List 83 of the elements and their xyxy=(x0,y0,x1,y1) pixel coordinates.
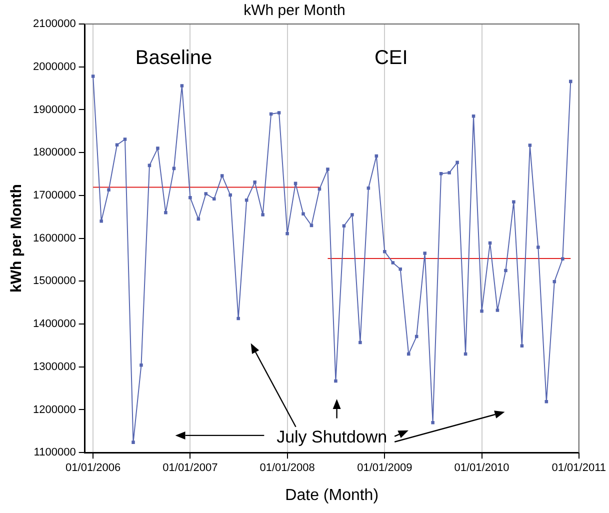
point xyxy=(561,257,564,261)
point xyxy=(391,261,395,264)
point xyxy=(228,193,232,197)
y-tick-label: 1400000 xyxy=(32,318,76,330)
point xyxy=(423,252,426,255)
point xyxy=(196,217,200,221)
point xyxy=(552,280,556,284)
y-tick-label: 1800000 xyxy=(32,146,76,159)
y-tick-label: 1900000 xyxy=(32,104,76,116)
point xyxy=(294,182,298,186)
point xyxy=(172,166,176,170)
point xyxy=(480,310,484,313)
point xyxy=(100,220,103,223)
chart-title: kWh per Month xyxy=(244,2,346,20)
point xyxy=(180,84,184,88)
point xyxy=(253,180,256,184)
y-tick-label: 2000000 xyxy=(32,60,76,73)
point xyxy=(342,224,346,228)
point xyxy=(350,213,354,216)
point xyxy=(261,213,264,216)
point xyxy=(520,344,524,348)
point xyxy=(456,160,459,164)
y-tick-label: 1300000 xyxy=(32,360,76,373)
annotation: Baseline xyxy=(135,46,212,69)
point xyxy=(398,268,402,271)
point xyxy=(107,188,110,192)
point xyxy=(464,352,468,356)
point xyxy=(431,420,434,424)
y-tick-label: 2100000 xyxy=(32,18,76,30)
point xyxy=(406,352,410,356)
point xyxy=(204,192,208,196)
point xyxy=(383,250,386,254)
point xyxy=(326,168,330,171)
point xyxy=(358,340,362,344)
point xyxy=(212,197,216,200)
point xyxy=(334,379,338,383)
x-tick-label: 01/01/2006 xyxy=(66,462,121,474)
y-tick-label: 1600000 xyxy=(32,232,76,244)
point xyxy=(156,146,160,150)
point xyxy=(472,114,476,118)
point xyxy=(414,334,418,338)
point xyxy=(302,212,305,216)
point xyxy=(544,400,548,404)
point xyxy=(374,154,378,158)
x-tick-label: 01/01/2009 xyxy=(357,462,412,474)
x-tick-label: 01/01/2011 xyxy=(552,462,606,474)
point xyxy=(140,364,143,367)
point xyxy=(244,198,248,202)
x-axis-title: Date (Month) xyxy=(285,486,379,504)
point xyxy=(132,440,135,444)
point xyxy=(220,174,224,178)
x-tick-label: 01/01/2010 xyxy=(454,462,510,474)
point xyxy=(528,144,532,147)
point xyxy=(504,268,508,272)
y-tick-label: 1500000 xyxy=(32,275,76,288)
y-tick-label: 1700000 xyxy=(32,189,76,202)
point xyxy=(496,308,500,312)
point xyxy=(448,171,451,174)
annotation: July Shutdown xyxy=(276,427,388,446)
point xyxy=(318,187,322,191)
point xyxy=(188,196,192,200)
annotation: CEI xyxy=(374,46,408,69)
y-axis-title: kWh per Month xyxy=(8,184,26,292)
point xyxy=(366,186,370,190)
point xyxy=(236,316,240,320)
point xyxy=(439,172,443,176)
point xyxy=(91,74,95,78)
point xyxy=(512,200,516,204)
point xyxy=(286,232,289,236)
point xyxy=(277,111,281,114)
point xyxy=(148,164,152,168)
point xyxy=(310,224,314,228)
point xyxy=(115,143,119,146)
point xyxy=(569,80,572,84)
point xyxy=(269,112,273,116)
point xyxy=(164,210,168,214)
y-tick-label: 1200000 xyxy=(32,404,76,416)
x-tick-label: 01/01/2008 xyxy=(260,462,315,474)
point xyxy=(488,241,492,245)
x-tick-label: 01/01/2007 xyxy=(162,462,218,474)
point xyxy=(536,246,540,249)
point xyxy=(123,138,127,141)
y-tick-label: 1100000 xyxy=(34,446,76,459)
